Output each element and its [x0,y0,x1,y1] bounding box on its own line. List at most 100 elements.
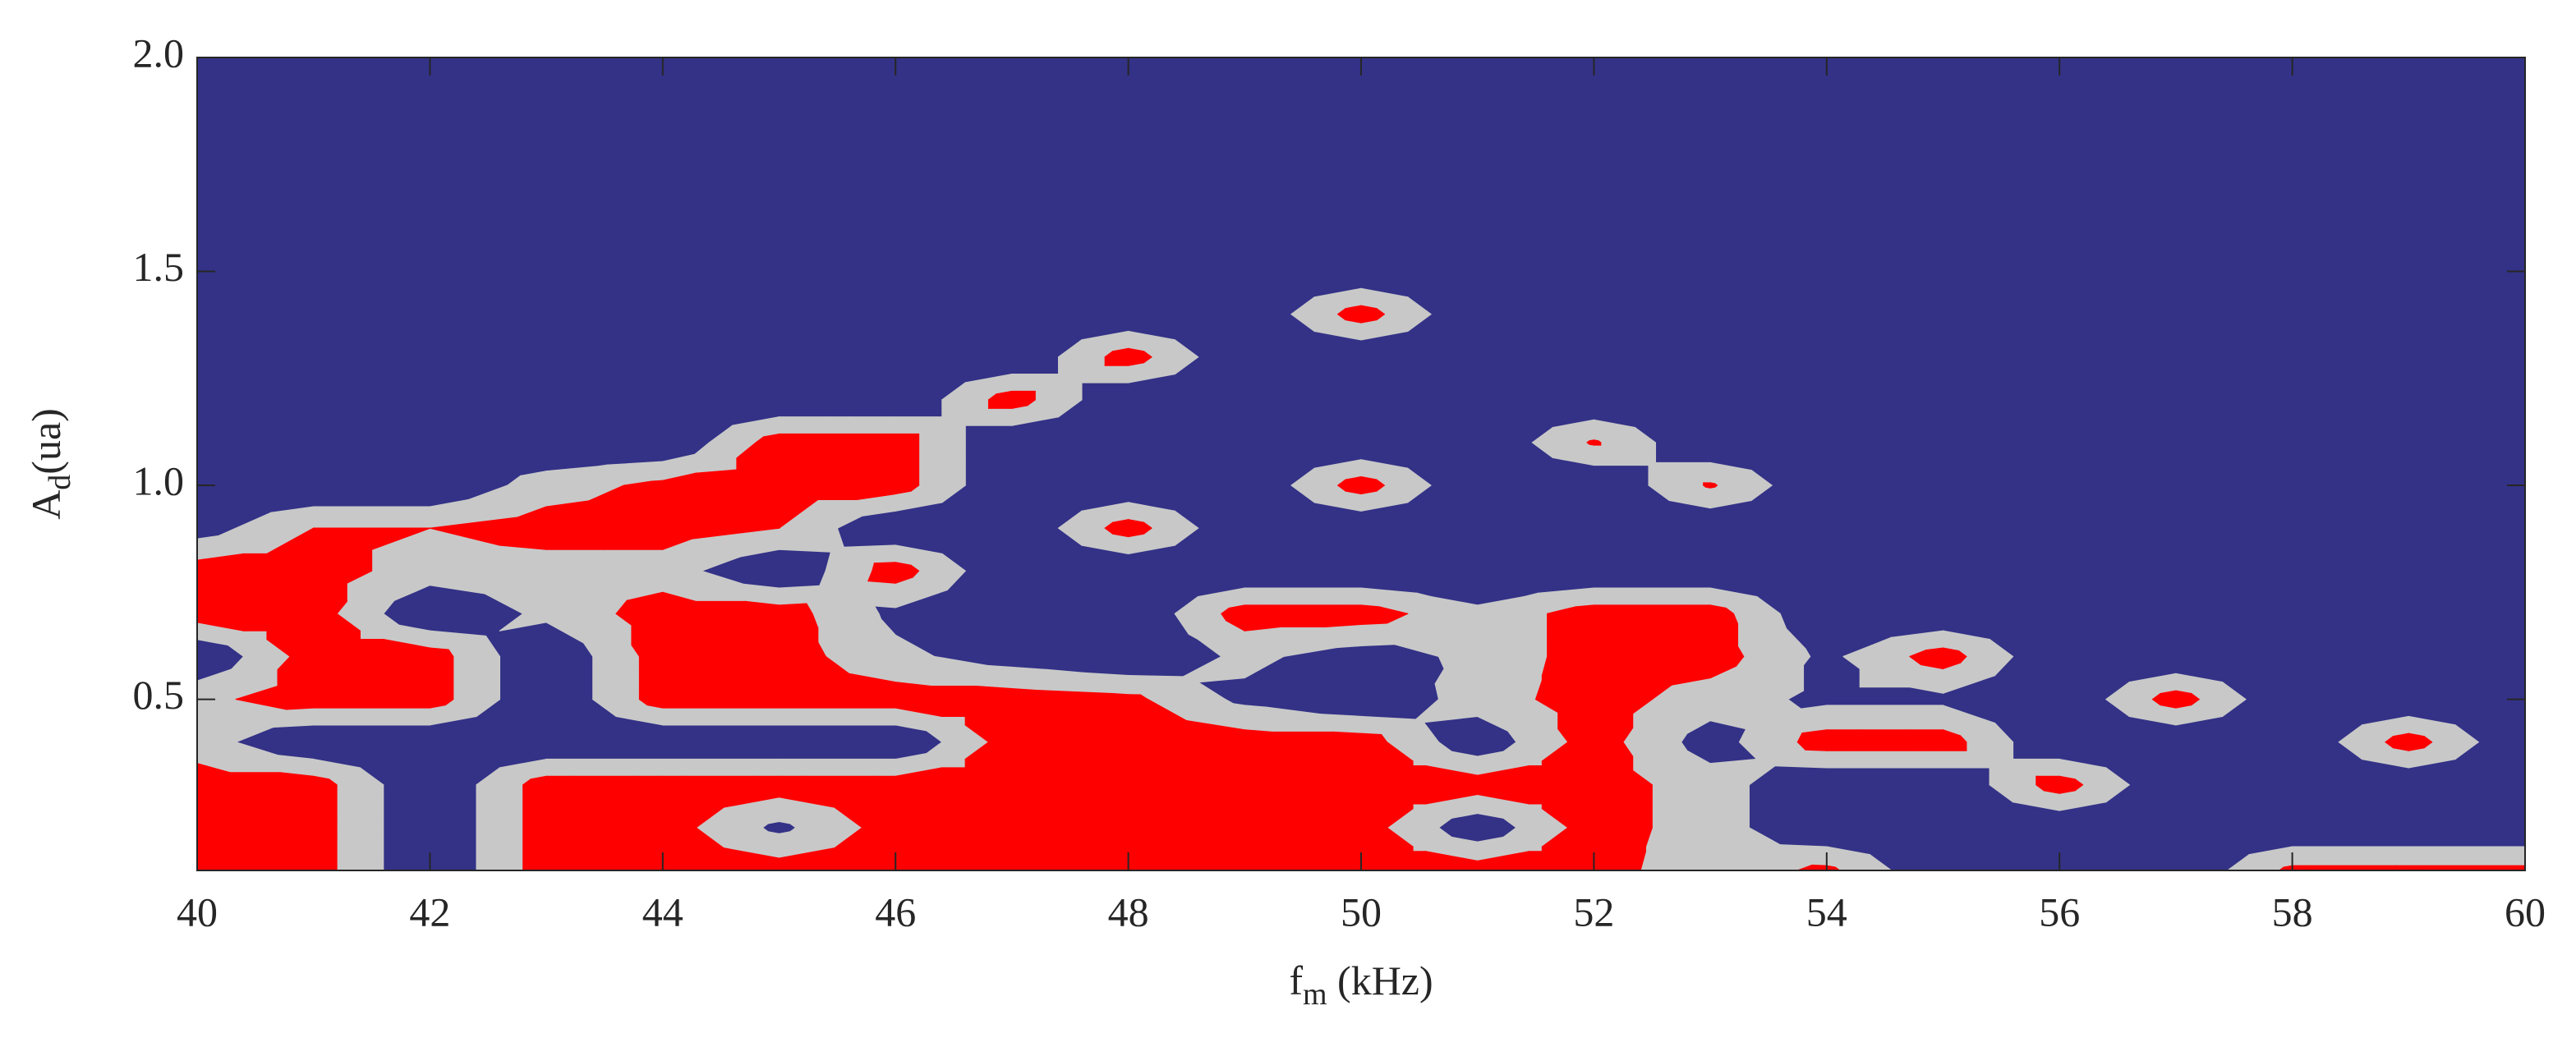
contour-patch [313,613,361,658]
contour-patch [1942,742,1967,751]
contour-patch [1127,347,1145,358]
contour-patch [1011,390,1036,401]
contour-patch [1709,655,1737,679]
x-axis-label: fm (kHz) [1289,957,1433,1011]
contour-patch [1942,647,1959,658]
y-label-sub: d [43,475,77,490]
contour-patch [1127,519,1145,529]
x-tick-label: 54 [1806,889,1847,934]
contour-patch [2408,732,2425,743]
contour-patch [1011,399,1028,409]
x-tick-label: 40 [177,889,218,934]
x-tick-label: 56 [2039,889,2080,934]
y-tick-label: 1.0 [133,458,185,504]
contour-patch [1593,419,1636,443]
contour-patch [895,442,920,486]
contour-patch [1826,742,1851,751]
contour-patch [1477,784,1530,805]
contour-patch [1593,442,1602,446]
contour-patch [895,634,920,658]
contour-patch [429,527,489,572]
contour-patch [1011,827,1071,871]
contour-patch [778,603,807,614]
contour-patch [1244,827,1304,871]
x-tick-label: 48 [1108,889,1149,934]
contour-patch [778,527,838,553]
plot-area [196,57,2526,871]
contour-patch [2408,846,2468,871]
contour-patch [429,570,489,595]
contour-patch [778,655,838,700]
contour-patch [778,698,803,709]
contour-patch [662,527,692,550]
contour-patch [2292,846,2352,871]
contour-patch [1942,655,1962,669]
contour-patch [429,498,489,529]
contour-patch [1244,655,1269,679]
contour-patch [895,570,948,608]
contour-patch [662,613,722,658]
contour-patch [1360,742,1414,786]
contour-patch [1709,827,1769,871]
x-tick-label: 46 [875,889,916,934]
contour-patch [1709,484,1716,489]
contour-patch [778,613,819,658]
contour-patch [545,527,605,550]
contour-patch [662,591,697,614]
contour-patch [1244,784,1304,829]
contour-patch [1127,742,1188,786]
contour-patch [313,775,330,786]
contour-patch [1477,698,1537,732]
contour-patch [1244,604,1269,614]
x-tick-label: 52 [1573,889,1614,934]
contour-patch [313,570,347,614]
contour-patch [313,527,373,572]
contour-patch [1709,784,1750,829]
contour-patch [545,570,605,614]
contour-patch [1360,784,1414,829]
contour-patch [1127,675,1188,700]
x-label-main: f [1289,957,1303,1003]
contour-patch [1942,705,1996,743]
contour-patch [1011,742,1071,786]
contour-patch [1593,742,1634,786]
contour-patch [1709,482,1716,486]
contour-patch [778,847,838,871]
contour-patch [662,784,722,829]
contour-patch [1709,698,1769,730]
contour-patch [1593,698,1634,743]
contour-patch [1127,356,1145,366]
contour-patch [1360,732,1382,743]
contour-patch [545,784,605,829]
contour-patch [778,433,803,443]
y-tick-label: 0.5 [133,672,185,718]
contour-patch [545,827,605,871]
contour-patch [1477,655,1537,700]
contour-patch [895,767,943,786]
contour-patch [1859,668,1886,688]
contour-patch [1593,439,1599,443]
contour-patch [662,827,722,871]
contour-patch [1709,613,1739,658]
contour-patch [1244,729,1273,743]
contour-patch [662,698,687,709]
contour-patch [2408,865,2422,871]
y-tick-label: 1.5 [133,244,185,290]
x-label-sub: m [1303,977,1327,1012]
contour-patch [895,698,943,718]
contour-patch [313,506,373,529]
contour-patch [1127,694,1142,700]
contour-patch [429,655,454,700]
contour-patch [2175,698,2192,709]
x-tick-label: 44 [642,889,683,934]
contour-patch [476,844,489,854]
y-label-main: A [23,490,69,520]
contour-patch [1011,784,1071,829]
contour-patch [429,647,449,658]
contour-patch [778,484,819,529]
contour-patch [1593,604,1618,614]
contour-patch [778,775,803,786]
contour-patch [1360,613,1388,625]
contour-patch [313,698,338,709]
